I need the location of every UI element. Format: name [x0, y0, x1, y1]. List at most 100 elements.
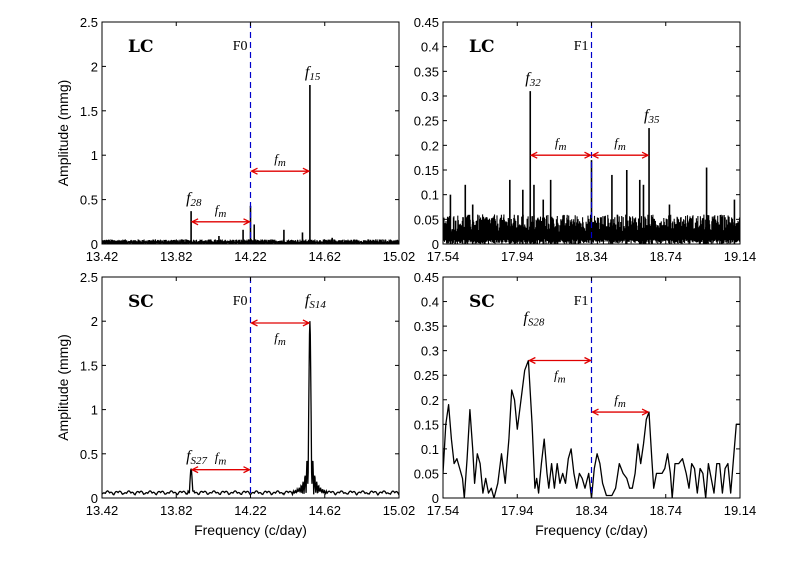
fm-label: fm	[274, 151, 286, 169]
y-tick-label: 2	[91, 314, 98, 329]
panel-label: SC	[469, 292, 495, 312]
y-tick-label: 0.4	[421, 295, 439, 310]
spacing-arrow: fm	[250, 319, 311, 348]
panel-lc-f0: F0 13.42 13.82 14.22 14.62 15.02 0 0.5 1 1.5 2 2.5 L…	[55, 15, 415, 264]
y-tick-label: 0.3	[421, 344, 439, 359]
arrow-head-right	[584, 356, 592, 365]
spacing-arrow: fm	[591, 392, 650, 416]
x-axis-label: Frequency (c/day)	[194, 522, 307, 538]
peak-label: f15	[305, 64, 321, 83]
y-tick-label: 0.45	[414, 270, 439, 285]
x-tick-label: 14.62	[308, 503, 341, 518]
peak-label: fS14	[305, 292, 326, 311]
x-tick-label: 19.14	[724, 503, 757, 518]
arrow-head-left	[190, 218, 199, 226]
panel-label: SC	[128, 292, 154, 312]
fm-label: fm	[554, 367, 566, 385]
x-tick-label: 13.82	[160, 503, 193, 518]
y-tick-label: 0.2	[421, 138, 439, 153]
y-tick-label: 2.5	[80, 270, 98, 285]
arrow-head-left	[250, 319, 258, 327]
x-tick-label: 15.02	[383, 249, 416, 264]
y-axis-label: Amplitude (mmg)	[55, 80, 71, 187]
plot-area	[443, 359, 740, 498]
plot-area	[102, 85, 399, 244]
fm-label: fm	[215, 202, 227, 220]
y-tick-label: 1	[91, 148, 98, 163]
spacing-arrow: fm	[190, 450, 251, 474]
panel-label: LC	[469, 37, 494, 57]
x-tick-label: 19.14	[724, 249, 757, 264]
spacing-arrow: fm	[591, 135, 650, 159]
arrow-head-left	[250, 167, 258, 175]
peak-label: fS28	[523, 309, 544, 328]
x-tick-label: 17.94	[501, 249, 534, 264]
y-tick-label: 0.25	[414, 114, 439, 129]
arrow-head-right	[302, 319, 311, 327]
fm-label: fm	[614, 135, 626, 153]
arrow-head-right	[243, 466, 251, 474]
panel-lc-f1: F1 17.54 17.94 18.34 18.74 19.14 0 0.05 0.1 0.15 0…	[414, 15, 757, 264]
y-tick-label: 0.15	[414, 417, 439, 432]
peak-label: f35	[644, 107, 660, 126]
y-tick-label: 0	[432, 237, 439, 252]
spacing-arrow: fm	[250, 151, 311, 175]
x-tick-label: 17.54	[427, 503, 460, 518]
y-tick-label: 0.45	[414, 15, 439, 30]
panel-label: LC	[128, 37, 153, 57]
y-tick-label: 0.35	[414, 319, 439, 334]
reference-label: F1	[574, 39, 589, 54]
x-tick-label: 18.74	[649, 503, 682, 518]
x-tick-label: 14.22	[234, 249, 267, 264]
x-tick-label: 13.82	[160, 249, 193, 264]
arrow-head-right	[641, 151, 650, 159]
y-tick-label: 1.5	[80, 104, 98, 119]
spacing-arrow: fm	[529, 135, 592, 159]
fm-label: fm	[555, 135, 567, 153]
y-tick-label: 0.4	[421, 40, 439, 55]
y-tick-label: 0.1	[421, 188, 439, 203]
x-axis-label: Frequency (c/day)	[535, 522, 648, 538]
y-tick-label: 1	[91, 403, 98, 418]
peak-label: f28	[186, 190, 202, 209]
x-tick-label: 13.42	[86, 249, 119, 264]
y-tick-label: 0.5	[80, 193, 98, 208]
reference-label: F1	[574, 294, 589, 309]
x-tick-label: 18.74	[649, 249, 682, 264]
arrow-head-left	[190, 466, 199, 474]
x-tick-label: 18.34	[575, 249, 608, 264]
x-tick-label: 14.62	[308, 249, 341, 264]
y-tick-label: 0.1	[421, 442, 439, 457]
panel-sc-f1: F1 17.54 17.94 18.34 18.74 19.14 0 0.05 0.1 0.15 0…	[414, 270, 757, 538]
y-tick-label: 0.5	[80, 447, 98, 462]
fm-label: fm	[274, 330, 286, 348]
y-tick-label: 0.2	[421, 393, 439, 408]
peak-label: f32	[525, 70, 541, 89]
y-tick-label: 0	[91, 491, 98, 506]
y-tick-label: 0.25	[414, 368, 439, 383]
arrow-head-left	[527, 356, 536, 365]
y-tick-label: 0.3	[421, 89, 439, 104]
amplitude-noise	[102, 239, 399, 244]
spacing-arrow: fm	[190, 202, 251, 226]
y-tick-label: 0.05	[414, 466, 439, 481]
x-tick-label: 14.22	[234, 503, 267, 518]
arrow-head-left	[591, 151, 599, 159]
arrow-head-right	[641, 408, 650, 416]
arrow-head-left	[529, 151, 538, 159]
arrow-head-right	[584, 151, 592, 159]
y-tick-label: 0.05	[414, 212, 439, 227]
fm-label: fm	[614, 392, 626, 410]
y-tick-label: 2.5	[80, 15, 98, 30]
x-tick-label: 13.42	[86, 503, 119, 518]
fm-label: fm	[215, 450, 227, 468]
y-axis-label: Amplitude (mmg)	[55, 334, 71, 441]
y-tick-label: 0.15	[414, 163, 439, 178]
peak-label: fS27	[186, 448, 207, 467]
arrow-head-right	[243, 218, 251, 226]
amplitude-curve	[443, 359, 740, 498]
x-tick-label: 15.02	[383, 503, 416, 518]
x-tick-label: 18.34	[575, 503, 608, 518]
panel-sc-f0: F0 13.42 13.82 14.22 14.62 15.02 0 0.5 1 1.5 2 2.5 S…	[55, 270, 415, 538]
